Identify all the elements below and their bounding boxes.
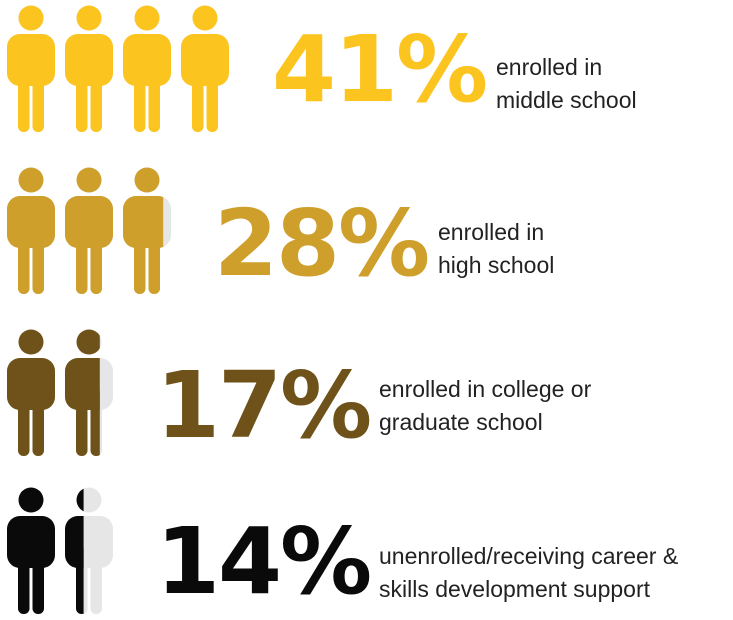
person-icon [4,486,58,616]
person-icon [62,328,116,458]
description-line-1: enrolled in [438,219,545,245]
person-icon [4,166,58,296]
person-icon [178,4,232,134]
percent-label: 14% [156,508,372,615]
percent-label: 28% [214,190,430,297]
percent-label: 17% [156,352,372,459]
person-icon [62,166,116,296]
description-line-2: skills development support [379,576,651,602]
description-line-2: high school [438,252,555,278]
person-icon [62,4,116,134]
person-icon [4,4,58,134]
person-icon [120,166,174,296]
description-line-2: middle school [496,87,637,113]
person-icon [4,328,58,458]
person-icon [62,486,116,616]
description-line-1: enrolled in college or [379,376,592,402]
description-line-1: enrolled in [496,54,603,80]
percent-label: 41% [272,16,488,123]
description-line-2: graduate school [379,409,543,435]
description-line-1: unenrolled/receiving career & [379,543,679,569]
person-icon [120,4,174,134]
